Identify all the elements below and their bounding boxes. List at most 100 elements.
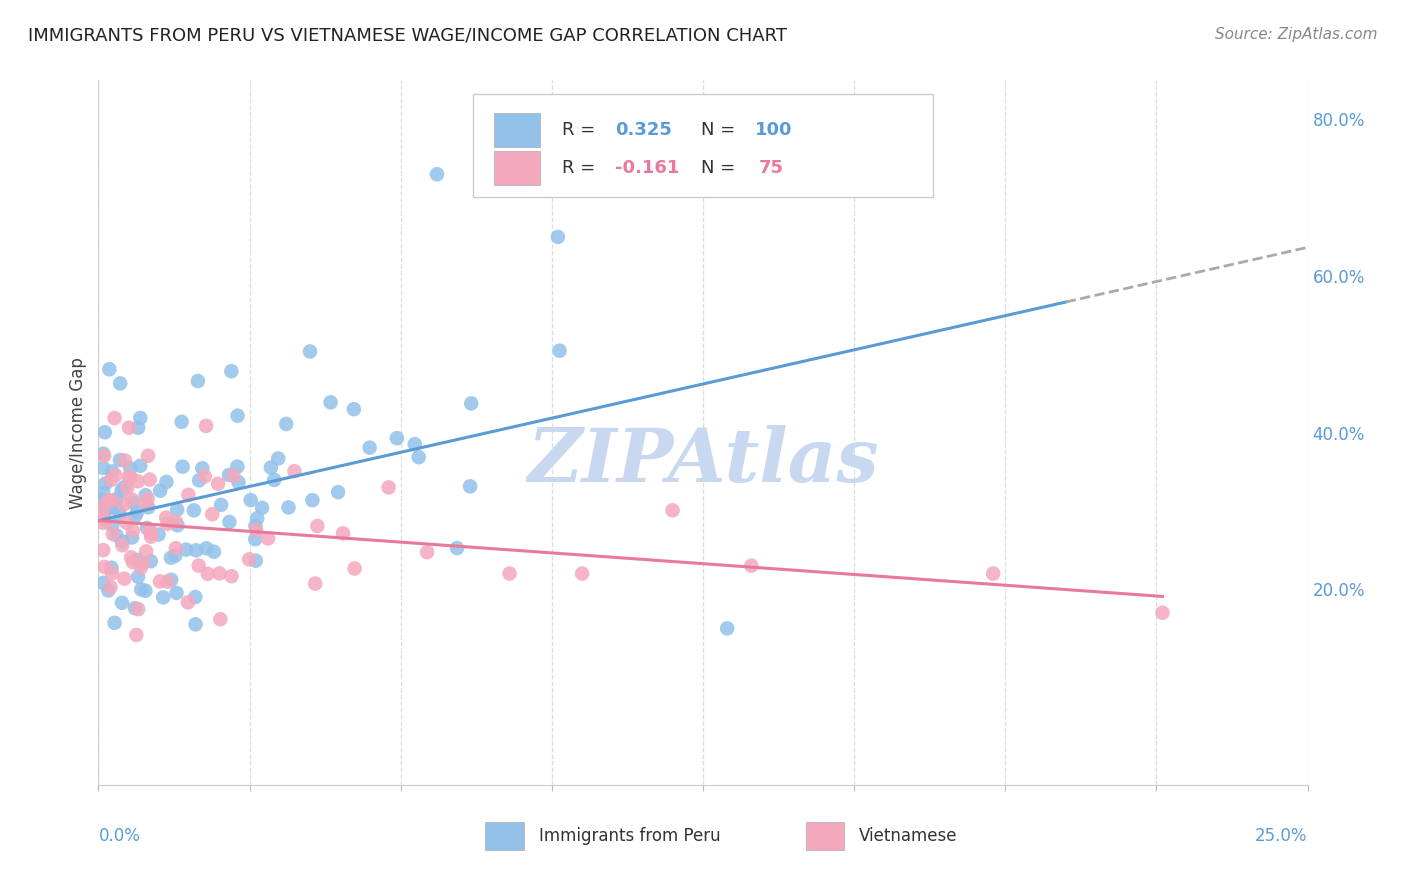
Point [121, 524, 143, 538]
Point [111, 534, 134, 549]
Point [96, 501, 118, 516]
Point [165, 541, 187, 556]
Text: 100: 100 [755, 120, 793, 138]
Point [93, 559, 115, 574]
Point [136, 491, 159, 506]
Point [127, 602, 149, 616]
Point [101, 517, 124, 532]
Point [91, 485, 114, 500]
Text: 0.325: 0.325 [614, 120, 672, 138]
Point [267, 451, 290, 466]
Point [103, 499, 125, 513]
Point [283, 464, 305, 478]
Point [100, 473, 122, 487]
Point [226, 459, 249, 474]
Point [93, 575, 115, 590]
Text: Source: ZipAtlas.com: Source: ZipAtlas.com [1215, 27, 1378, 42]
Point [160, 550, 183, 565]
Point [166, 502, 188, 516]
Point [120, 470, 142, 484]
Text: 0.0%: 0.0% [98, 827, 141, 845]
Point [170, 415, 193, 429]
Point [177, 488, 200, 502]
Point [202, 545, 225, 559]
Point [111, 538, 134, 552]
Point [195, 419, 218, 434]
Point [187, 558, 209, 573]
Point [124, 601, 146, 615]
Point [135, 497, 157, 511]
Point [458, 479, 481, 493]
Point [416, 545, 439, 559]
Point [96, 514, 118, 528]
Text: N =: N = [700, 120, 741, 138]
Point [111, 596, 134, 610]
Point [186, 543, 208, 558]
Point [112, 572, 135, 586]
Text: R =: R = [561, 160, 600, 178]
Point [184, 617, 207, 632]
Point [91, 543, 114, 558]
Point [184, 590, 207, 604]
Point [124, 509, 146, 524]
Point [332, 526, 354, 541]
Point [149, 574, 172, 589]
Point [446, 541, 468, 555]
Point [174, 542, 197, 557]
Point [121, 492, 143, 507]
Point [238, 552, 260, 566]
Point [326, 485, 349, 500]
Point [165, 515, 187, 529]
Text: Vietnamese: Vietnamese [859, 827, 957, 845]
Point [160, 573, 183, 587]
Point [91, 510, 114, 524]
Point [112, 480, 135, 494]
Point [207, 476, 229, 491]
Text: 25.0%: 25.0% [1256, 827, 1308, 845]
Point [716, 621, 738, 635]
Bar [494, 112, 540, 146]
Text: N =: N = [700, 160, 741, 178]
Point [122, 555, 145, 569]
Point [183, 503, 205, 517]
Point [125, 505, 148, 519]
Point [117, 470, 139, 484]
Point [129, 411, 152, 425]
Point [152, 591, 174, 605]
Y-axis label: Wage/Income Gap: Wage/Income Gap [69, 357, 87, 508]
Point [94, 425, 117, 440]
Point [245, 523, 267, 537]
Point [103, 615, 125, 630]
Point [298, 344, 321, 359]
Point [134, 583, 156, 598]
Point [115, 481, 138, 495]
Point [98, 362, 121, 376]
Point [138, 523, 160, 537]
Point [201, 508, 224, 522]
Point [226, 409, 249, 423]
Point [218, 467, 240, 482]
Text: R =: R = [561, 120, 600, 138]
Point [250, 500, 273, 515]
Point [191, 461, 214, 475]
Text: Immigrants from Peru: Immigrants from Peru [538, 827, 720, 845]
Point [377, 480, 399, 494]
Point [115, 516, 138, 530]
Point [222, 468, 245, 483]
Point [101, 464, 124, 478]
Point [195, 541, 218, 556]
Point [139, 530, 162, 544]
Point [245, 519, 267, 533]
Point [94, 501, 117, 516]
Point [91, 516, 114, 530]
Point [221, 364, 243, 378]
Point [307, 519, 329, 533]
Point [571, 566, 593, 581]
Point [385, 431, 408, 445]
Point [97, 493, 120, 508]
Point [208, 566, 231, 581]
Point [101, 566, 124, 581]
Point [112, 497, 135, 511]
Point [125, 628, 148, 642]
Point [426, 167, 449, 181]
